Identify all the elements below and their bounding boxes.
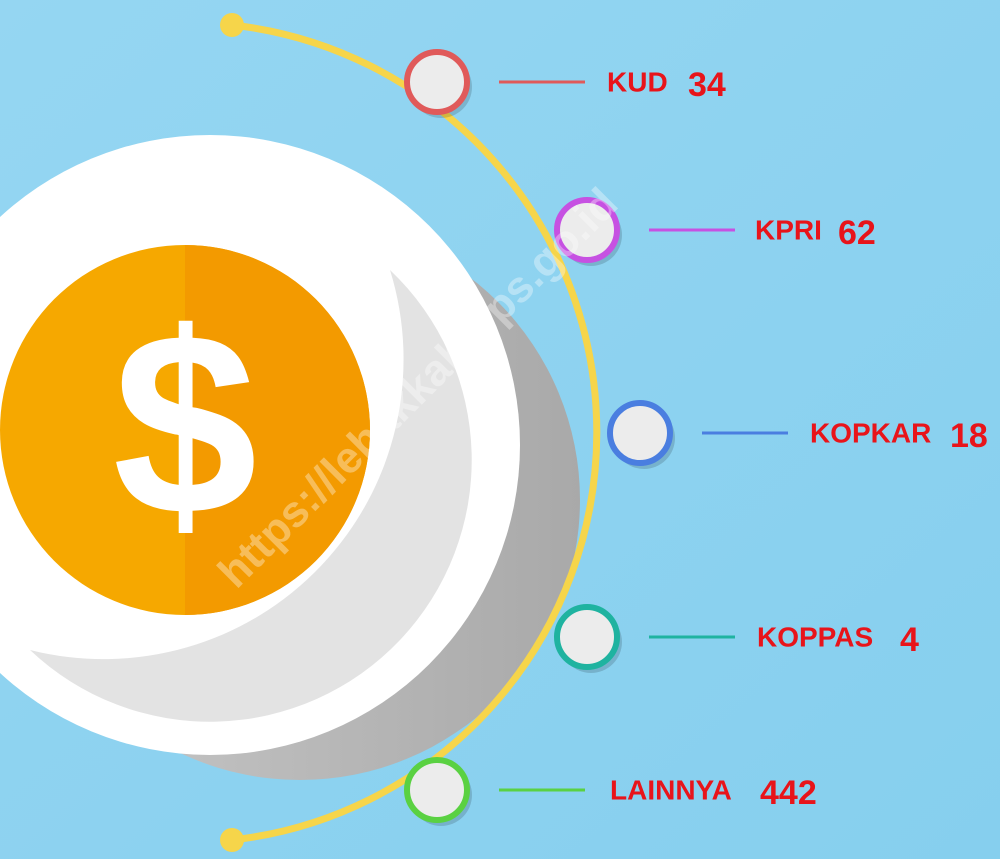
item-label: KOPKAR — [810, 417, 931, 448]
item-label: KUD — [607, 66, 668, 97]
item-value: 62 — [838, 214, 876, 252]
arc-end — [220, 13, 244, 37]
item-label: KPRI — [755, 214, 822, 245]
infographic: $ KUD34KPRI62KOPKAR18KOPPAS4LAINNYA442 h… — [0, 0, 1000, 859]
node — [407, 52, 467, 112]
item-label: KOPPAS — [757, 621, 873, 652]
item-label: LAINNYA — [610, 774, 732, 805]
item-value: 18 — [950, 417, 988, 455]
item-value: 442 — [760, 774, 817, 812]
node — [557, 607, 617, 667]
node — [407, 760, 467, 820]
item-value: 4 — [900, 621, 919, 659]
node — [610, 403, 670, 463]
item-value: 34 — [688, 66, 726, 104]
dollar-sign: $ — [113, 280, 258, 570]
arc-end — [220, 828, 244, 852]
